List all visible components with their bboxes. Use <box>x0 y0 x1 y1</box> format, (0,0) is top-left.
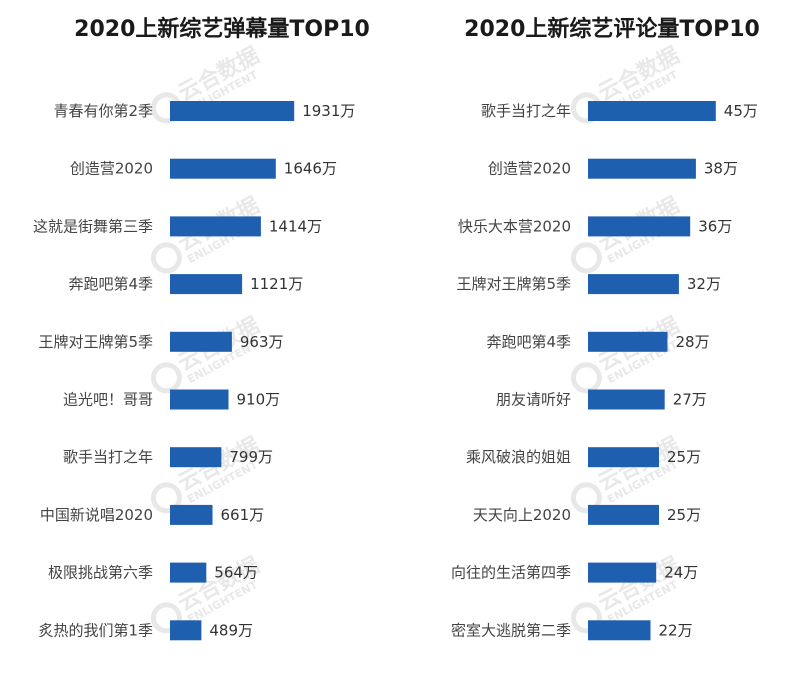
comment-value-label: 25万 <box>667 448 701 466</box>
comment-value-label: 32万 <box>687 275 721 293</box>
danmaku-value-label: 661万 <box>221 506 265 524</box>
comment-value-label: 25万 <box>667 506 701 524</box>
danmaku-category-label: 歌手当打之年 <box>63 448 153 466</box>
danmaku-category-label: 奔跑吧第4季 <box>68 275 153 293</box>
danmaku-category-label: 中国新说唱2020 <box>40 506 153 524</box>
danmaku-bar <box>170 101 295 121</box>
danmaku-value-label: 1931万 <box>302 102 355 120</box>
danmaku-bar <box>170 216 261 237</box>
danmaku-value-label: 564万 <box>214 564 258 582</box>
danmaku-category-label: 这就是街舞第三季 <box>33 217 153 235</box>
comment-bar <box>588 331 668 352</box>
comment-bar <box>588 274 679 295</box>
danmaku-category-label: 青春有你第2季 <box>53 102 153 120</box>
danmaku-bar <box>170 274 243 295</box>
comment-bar <box>588 447 659 468</box>
danmaku-value-label: 1121万 <box>250 275 303 293</box>
comment-bar <box>588 620 651 641</box>
danmaku-category-label: 炙热的我们第1季 <box>38 621 153 639</box>
comment-value-label: 27万 <box>673 391 707 409</box>
danmaku-value-label: 963万 <box>240 333 284 351</box>
comment-value-label: 28万 <box>676 333 710 351</box>
comment-bar <box>588 504 659 525</box>
danmaku-category-label: 王牌对王牌第5季 <box>38 333 153 351</box>
danmaku-category-label: 极限挑战第六季 <box>48 564 153 582</box>
danmaku-bar <box>170 389 229 410</box>
comment-bar <box>588 158 696 179</box>
comment-category-label: 创造营2020 <box>488 160 571 178</box>
comment-bar <box>588 562 657 583</box>
danmaku-bar <box>170 620 202 641</box>
watermark-circle-icon <box>150 362 182 394</box>
watermark-circle-icon <box>570 362 602 394</box>
comment-category-label: 奔跑吧第4季 <box>486 333 571 351</box>
comment-bar <box>588 389 665 410</box>
danmaku-value-label: 489万 <box>209 621 253 639</box>
danmaku-bar <box>170 504 213 525</box>
danmaku-bar <box>170 331 232 352</box>
danmaku-value-label: 799万 <box>229 448 273 466</box>
comment-category-label: 朋友请听好 <box>496 391 571 409</box>
comment-value-label: 45万 <box>724 102 758 120</box>
comment-category-label: 快乐大本营2020 <box>458 217 571 235</box>
danmaku-chart-title: 2020上新综艺弹幕量TOP10 <box>74 16 370 42</box>
comment-category-label: 乘风破浪的姐姐 <box>466 448 571 466</box>
danmaku-category-label: 创造营2020 <box>70 160 153 178</box>
comment-value-label: 36万 <box>698 217 732 235</box>
danmaku-value-label: 1646万 <box>284 160 337 178</box>
comment-value-label: 22万 <box>659 621 693 639</box>
danmaku-bar <box>170 447 222 468</box>
danmaku-value-label: 910万 <box>237 391 281 409</box>
danmaku-bar <box>170 158 276 179</box>
danmaku-bar <box>170 562 207 583</box>
comment-category-label: 歌手当打之年 <box>481 102 571 120</box>
comment-bar <box>588 101 716 121</box>
comment-value-label: 38万 <box>704 160 738 178</box>
watermark-circle-icon <box>150 242 182 274</box>
comment-category-label: 密室大逃脱第二季 <box>451 621 571 639</box>
danmaku-category-label: 追光吧！哥哥 <box>63 391 153 409</box>
comment-category-label: 向往的生活第四季 <box>451 564 571 582</box>
comment-bar <box>588 216 691 237</box>
comment-chart-title: 2020上新综艺评论量TOP10 <box>464 16 760 42</box>
watermark-circle-icon <box>570 242 602 274</box>
danmaku-value-label: 1414万 <box>269 217 322 235</box>
comment-category-label: 天天向上2020 <box>473 506 571 524</box>
comment-category-label: 王牌对王牌第5季 <box>456 275 571 293</box>
comment-value-label: 24万 <box>664 564 698 582</box>
